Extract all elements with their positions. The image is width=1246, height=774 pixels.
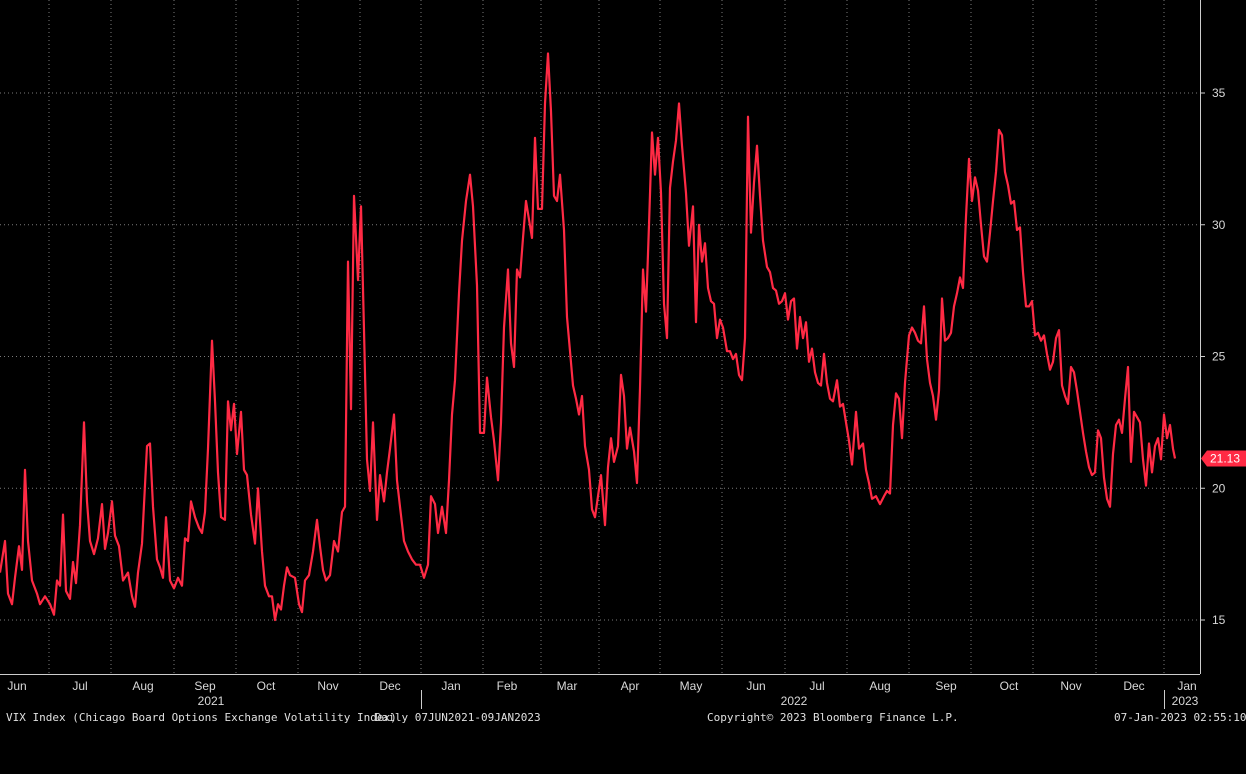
- horizontal-gridlines: [0, 92, 1200, 621]
- x-month-label: Jan: [1177, 679, 1196, 693]
- x-month-label: Dec: [1123, 679, 1144, 693]
- x-month-label: Sep: [935, 679, 957, 693]
- x-month-label: Jun: [7, 679, 26, 693]
- x-month-label: Sep: [194, 679, 216, 693]
- chart-background: [0, 0, 1246, 709]
- footer-copyright: Copyright© 2023 Bloomberg Finance L.P.: [707, 711, 959, 724]
- footer-timestamp: 07-Jan-2023 02:55:10: [1114, 711, 1246, 724]
- footer-bar: VIX Index (Chicago Board Options Exchang…: [0, 709, 1246, 727]
- y-tick-label: 15: [1212, 613, 1226, 627]
- vix-line-chart: 15 20 25 30 35 Jun Jul Aug Sep Oct Nov Dec Jan Feb Ma…: [0, 0, 1246, 709]
- x-month-label: Feb: [497, 679, 518, 693]
- footer-range: Daily 07JUN2021-09JAN2023: [375, 711, 541, 724]
- x-month-label: Jan: [441, 679, 460, 693]
- x-month-label: Jun: [746, 679, 765, 693]
- x-month-label: Nov: [317, 679, 338, 693]
- y-tick-label: 25: [1212, 350, 1226, 364]
- x-month-label: Dec: [379, 679, 400, 693]
- x-month-label: Aug: [132, 679, 153, 693]
- y-tick-label: 30: [1212, 218, 1226, 232]
- x-year-label: 2023: [1172, 694, 1199, 708]
- x-month-label: Jul: [809, 679, 824, 693]
- x-year-label: 2021: [198, 694, 225, 708]
- vix-series-line: [0, 52, 1177, 622]
- x-month-label: Oct: [1000, 679, 1019, 693]
- x-month-label: Aug: [869, 679, 890, 693]
- x-month-label: May: [680, 679, 703, 693]
- axes: [0, 0, 1205, 709]
- y-tick-label: 35: [1212, 86, 1226, 100]
- last-value-text: 21.13: [1210, 451, 1240, 465]
- last-value-badge: 21.13: [1201, 450, 1246, 467]
- y-tick-label: 20: [1212, 481, 1226, 495]
- x-month-label: Jul: [72, 679, 87, 693]
- y-tick-labels: 15 20 25 30 35: [1212, 86, 1226, 627]
- x-month-label: Mar: [557, 679, 578, 693]
- x-month-label: Apr: [621, 679, 640, 693]
- x-month-label: Oct: [257, 679, 276, 693]
- x-month-label: Nov: [1060, 679, 1081, 693]
- x-tick-labels: Jun Jul Aug Sep Oct Nov Dec Jan Feb Mar Apr May Jun J…: [7, 679, 1198, 708]
- x-year-label: 2022: [781, 694, 808, 708]
- last-value-badge-bg: [1201, 450, 1246, 467]
- footer-ticker: VIX Index (Chicago Board Options Exchang…: [6, 711, 397, 724]
